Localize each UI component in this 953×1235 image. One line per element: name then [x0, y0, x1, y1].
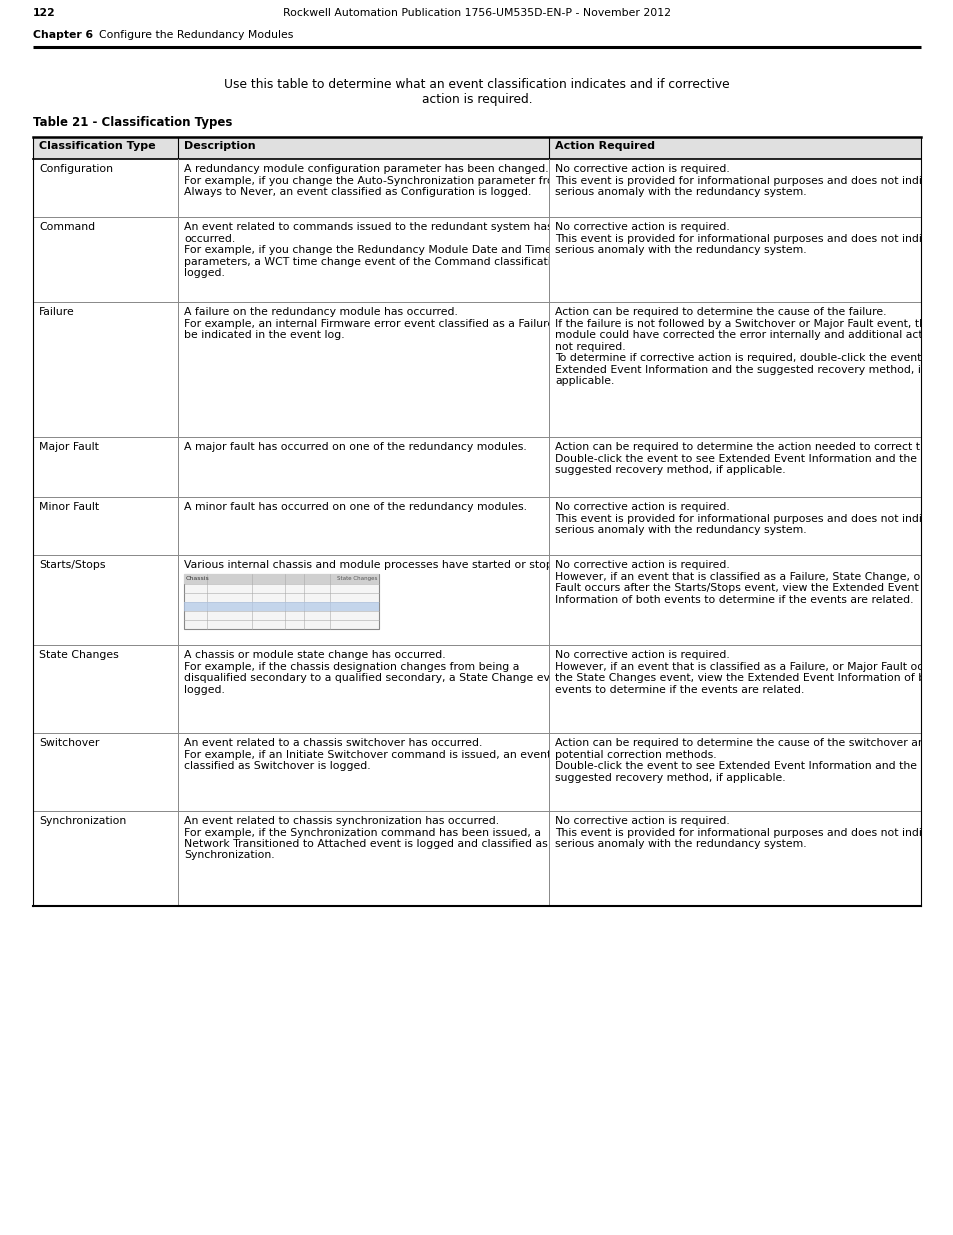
- Text: Synchronization.: Synchronization.: [184, 851, 274, 861]
- Text: logged.: logged.: [184, 684, 225, 694]
- Text: occurred.: occurred.: [184, 233, 235, 243]
- Text: classified as Switchover is logged.: classified as Switchover is logged.: [184, 761, 370, 771]
- Text: State Changes: State Changes: [336, 576, 376, 580]
- Text: potential correction methods.: potential correction methods.: [555, 750, 716, 760]
- Text: Fault occurs after the Starts/Stops event, view the Extended Event: Fault occurs after the Starts/Stops even…: [555, 583, 918, 593]
- Bar: [184, 573, 378, 629]
- Text: Use this table to determine what an event classification indicates and if correc: Use this table to determine what an even…: [224, 78, 729, 91]
- Text: For example, if the Synchronization command has been issued, a: For example, if the Synchronization comm…: [184, 827, 540, 837]
- Text: Minor Fault: Minor Fault: [39, 501, 99, 513]
- Text: Command: Command: [39, 222, 95, 232]
- Text: the State Changes event, view the Extended Event Information of both: the State Changes event, view the Extend…: [555, 673, 943, 683]
- Text: No corrective action is required.: No corrective action is required.: [555, 650, 729, 659]
- Text: This event is provided for informational purposes and does not indicate: This event is provided for informational…: [555, 175, 944, 185]
- Text: suggested recovery method, if applicable.: suggested recovery method, if applicable…: [555, 466, 785, 475]
- Text: serious anomaly with the redundancy system.: serious anomaly with the redundancy syst…: [555, 186, 806, 198]
- Text: module could have corrected the error internally and additional action is: module could have corrected the error in…: [555, 330, 950, 340]
- Text: Description: Description: [184, 141, 255, 151]
- Text: This event is provided for informational purposes and does not indicates: This event is provided for informational…: [555, 514, 950, 524]
- Text: parameters, a WCT time change event of the Command classification is: parameters, a WCT time change event of t…: [184, 257, 576, 267]
- Text: be indicated in the event log.: be indicated in the event log.: [184, 330, 344, 340]
- Text: For example, if you change the Redundancy Module Date and Time: For example, if you change the Redundanc…: [184, 245, 551, 254]
- Text: A major fault has occurred on one of the redundancy modules.: A major fault has occurred on one of the…: [184, 442, 526, 452]
- Text: Configuration: Configuration: [39, 164, 112, 174]
- Text: Synchronization: Synchronization: [39, 816, 126, 826]
- Text: serious anomaly with the redundancy system.: serious anomaly with the redundancy syst…: [555, 525, 806, 535]
- Text: serious anomaly with the redundancy system.: serious anomaly with the redundancy syst…: [555, 245, 806, 254]
- Text: not required.: not required.: [555, 342, 625, 352]
- Text: This event is provided for informational purposes and does not indicate: This event is provided for informational…: [555, 233, 944, 243]
- Text: For example, if the chassis designation changes from being a: For example, if the chassis designation …: [184, 662, 518, 672]
- Text: A failure on the redundancy module has occurred.: A failure on the redundancy module has o…: [184, 308, 457, 317]
- Text: A minor fault has occurred on one of the redundancy modules.: A minor fault has occurred on one of the…: [184, 501, 526, 513]
- Text: Rockwell Automation Publication 1756-UM535D-EN-P - November 2012: Rockwell Automation Publication 1756-UM5…: [283, 7, 670, 19]
- Text: A chassis or module state change has occurred.: A chassis or module state change has occ…: [184, 650, 445, 659]
- Text: Chapter 6: Chapter 6: [33, 30, 93, 40]
- Text: State Changes: State Changes: [39, 650, 118, 659]
- Bar: [33, 137, 920, 159]
- Text: Various internal chassis and module processes have started or stopped.: Various internal chassis and module proc…: [184, 559, 577, 571]
- Text: Action Required: Action Required: [555, 141, 655, 151]
- Text: action is required.: action is required.: [421, 93, 532, 106]
- Text: Extended Event Information and the suggested recovery method, if: Extended Event Information and the sugge…: [555, 364, 923, 374]
- Text: However, if an event that is classified as a Failure, or Major Fault occurs afte: However, if an event that is classified …: [555, 662, 953, 672]
- Text: disqualified secondary to a qualified secondary, a State Change event is: disqualified secondary to a qualified se…: [184, 673, 579, 683]
- Bar: [184, 573, 378, 583]
- Text: An event related to commands issued to the redundant system has: An event related to commands issued to t…: [184, 222, 552, 232]
- Text: An event related to chassis synchronization has occurred.: An event related to chassis synchronizat…: [184, 816, 498, 826]
- Text: logged.: logged.: [184, 268, 225, 278]
- Text: An event related to a chassis switchover has occurred.: An event related to a chassis switchover…: [184, 739, 482, 748]
- Text: Information of both events to determine if the events are related.: Information of both events to determine …: [555, 594, 913, 604]
- Text: For example, an internal Firmware error event classified as a Failure can: For example, an internal Firmware error …: [184, 319, 577, 329]
- Text: Switchover: Switchover: [39, 739, 99, 748]
- Text: Chassis: Chassis: [186, 576, 210, 580]
- Text: suggested recovery method, if applicable.: suggested recovery method, if applicable…: [555, 773, 785, 783]
- Text: No corrective action is required.: No corrective action is required.: [555, 222, 729, 232]
- Text: Action can be required to determine the cause of the switchover and: Action can be required to determine the …: [555, 739, 931, 748]
- Text: Failure: Failure: [39, 308, 74, 317]
- Text: This event is provided for informational purposes and does not indicates: This event is provided for informational…: [555, 827, 950, 837]
- Text: Classification Type: Classification Type: [39, 141, 155, 151]
- Text: serious anomaly with the redundancy system.: serious anomaly with the redundancy syst…: [555, 839, 806, 848]
- Text: events to determine if the events are related.: events to determine if the events are re…: [555, 684, 803, 694]
- Text: No corrective action is required.: No corrective action is required.: [555, 501, 729, 513]
- Text: Action can be required to determine the action needed to correct the fault.: Action can be required to determine the …: [555, 442, 953, 452]
- Text: No corrective action is required.: No corrective action is required.: [555, 559, 729, 571]
- Text: Major Fault: Major Fault: [39, 442, 99, 452]
- Text: For example, if an Initiate Switchover command is issued, an event: For example, if an Initiate Switchover c…: [184, 750, 551, 760]
- Text: 122: 122: [33, 7, 55, 19]
- Text: Action can be required to determine the cause of the failure.: Action can be required to determine the …: [555, 308, 885, 317]
- Text: To determine if corrective action is required, double-click the event to see: To determine if corrective action is req…: [555, 353, 953, 363]
- Text: Starts/Stops: Starts/Stops: [39, 559, 106, 571]
- Text: No corrective action is required.: No corrective action is required.: [555, 164, 729, 174]
- Text: For example, if you change the Auto-Synchronization parameter from: For example, if you change the Auto-Sync…: [184, 175, 563, 185]
- Text: Double-click the event to see Extended Event Information and the: Double-click the event to see Extended E…: [555, 761, 916, 771]
- Text: applicable.: applicable.: [555, 375, 614, 387]
- Text: Always to Never, an event classified as Configuration is logged.: Always to Never, an event classified as …: [184, 186, 531, 198]
- Text: Double-click the event to see Extended Event Information and the: Double-click the event to see Extended E…: [555, 453, 916, 463]
- Text: Configure the Redundancy Modules: Configure the Redundancy Modules: [85, 30, 294, 40]
- Text: Network Transitioned to Attached event is logged and classified as: Network Transitioned to Attached event i…: [184, 839, 547, 848]
- Text: However, if an event that is classified as a Failure, State Change, or Major: However, if an event that is classified …: [555, 572, 953, 582]
- Text: Table 21 - Classification Types: Table 21 - Classification Types: [33, 116, 233, 128]
- Text: If the failure is not followed by a Switchover or Major Fault event, then the: If the failure is not followed by a Swit…: [555, 319, 953, 329]
- Text: A redundancy module configuration parameter has been changed.: A redundancy module configuration parame…: [184, 164, 548, 174]
- Bar: [184, 601, 378, 610]
- Text: No corrective action is required.: No corrective action is required.: [555, 816, 729, 826]
